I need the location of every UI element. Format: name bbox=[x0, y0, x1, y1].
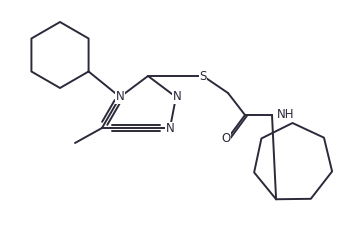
Text: O: O bbox=[221, 131, 231, 144]
Text: N: N bbox=[116, 90, 124, 104]
Text: S: S bbox=[199, 69, 207, 82]
Text: N: N bbox=[166, 123, 174, 136]
Text: NH: NH bbox=[277, 109, 294, 122]
Text: N: N bbox=[173, 90, 181, 104]
